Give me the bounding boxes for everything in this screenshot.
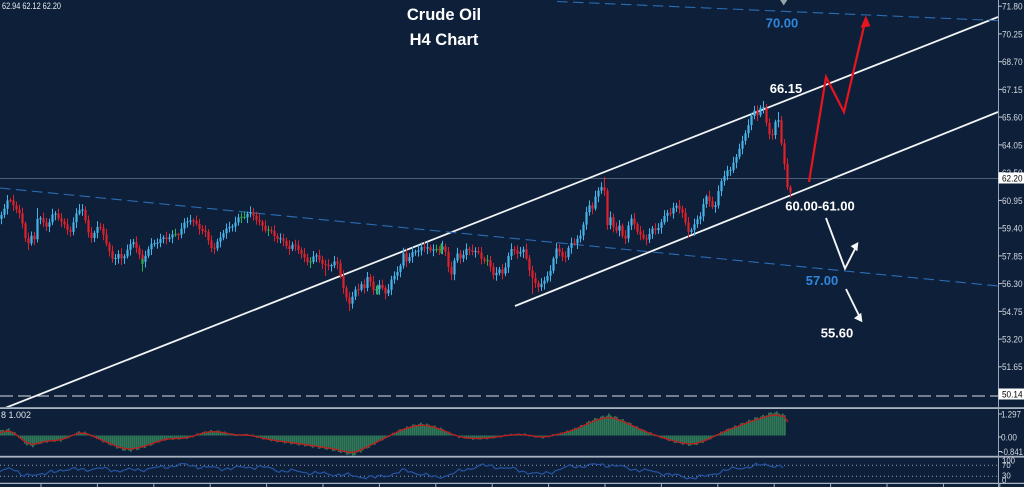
svg-text:60.95: 60.95 [1002, 196, 1023, 206]
svg-text:8 1.002: 8 1.002 [1, 410, 31, 420]
svg-text:30: 30 [1002, 471, 1011, 480]
svg-text:65.60: 65.60 [1002, 113, 1023, 123]
svg-text:66.15: 66.15 [770, 81, 803, 96]
svg-text:1.297: 1.297 [1001, 409, 1021, 419]
svg-text:51.65: 51.65 [1002, 362, 1023, 372]
svg-text:56.30: 56.30 [1002, 279, 1023, 289]
svg-text:100: 100 [1002, 456, 1016, 465]
svg-text:-0.841: -0.841 [1001, 447, 1023, 457]
svg-text:59.40: 59.40 [1002, 224, 1023, 234]
svg-text:0: 0 [1002, 476, 1007, 485]
svg-text:68.70: 68.70 [1002, 57, 1023, 67]
svg-text:57.85: 57.85 [1002, 251, 1023, 261]
svg-text:Crude Oil: Crude Oil [407, 6, 481, 24]
svg-text:53.20: 53.20 [1002, 335, 1023, 345]
svg-text:54.75: 54.75 [1002, 307, 1023, 317]
svg-text:62.94 62.12 62.20: 62.94 62.12 62.20 [2, 1, 61, 11]
svg-text:H4 Chart: H4 Chart [410, 31, 479, 49]
svg-text:55.60: 55.60 [821, 326, 854, 341]
svg-text:0.00: 0.00 [1001, 432, 1017, 442]
svg-text:64.05: 64.05 [1002, 140, 1023, 150]
svg-text:50.14: 50.14 [1002, 390, 1023, 400]
svg-text:57.00: 57.00 [806, 273, 839, 288]
svg-text:70.00: 70.00 [766, 16, 799, 31]
svg-text:70: 70 [1002, 461, 1011, 470]
svg-text:67.15: 67.15 [1002, 85, 1023, 95]
svg-text:71.80: 71.80 [1002, 2, 1023, 12]
svg-text:62.20: 62.20 [1002, 174, 1023, 184]
svg-text:60.00-61.00: 60.00-61.00 [785, 199, 854, 214]
svg-text:70.25: 70.25 [1002, 29, 1023, 39]
